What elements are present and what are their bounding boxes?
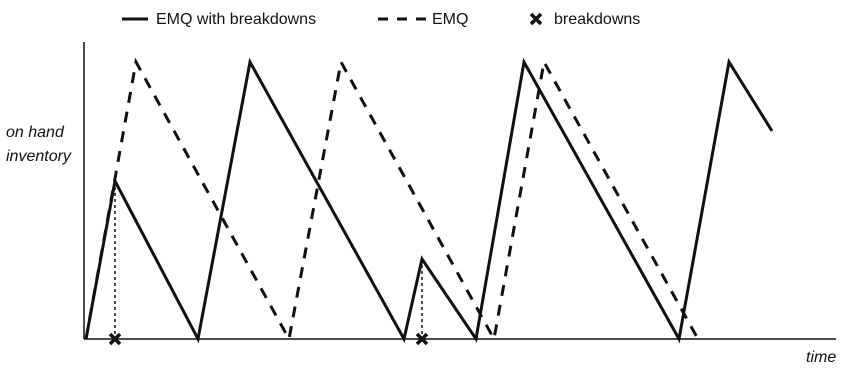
- series-line-emq: [84, 57, 700, 344]
- breakdown-marker-1: [108, 332, 122, 346]
- series-line-emq-with-breakdowns: [84, 57, 774, 344]
- legend-label-breakdowns: breakdowns: [554, 11, 640, 28]
- breakdown-marker-2: [415, 332, 429, 346]
- breakdown-layer: [108, 181, 429, 346]
- legend-swatch-marker: [529, 12, 543, 26]
- x-axis-label: time: [806, 349, 836, 366]
- y-axis-label-line-2: inventory: [6, 148, 72, 165]
- y-axis-label-line-1: on hand: [6, 124, 65, 141]
- legend-label-emq-with-breakdowns: EMQ with breakdowns: [156, 11, 316, 28]
- legend-label-emq: EMQ: [432, 11, 468, 28]
- legend: EMQ with breakdowns EMQ breakdowns: [122, 11, 640, 28]
- series-layer: [84, 57, 774, 344]
